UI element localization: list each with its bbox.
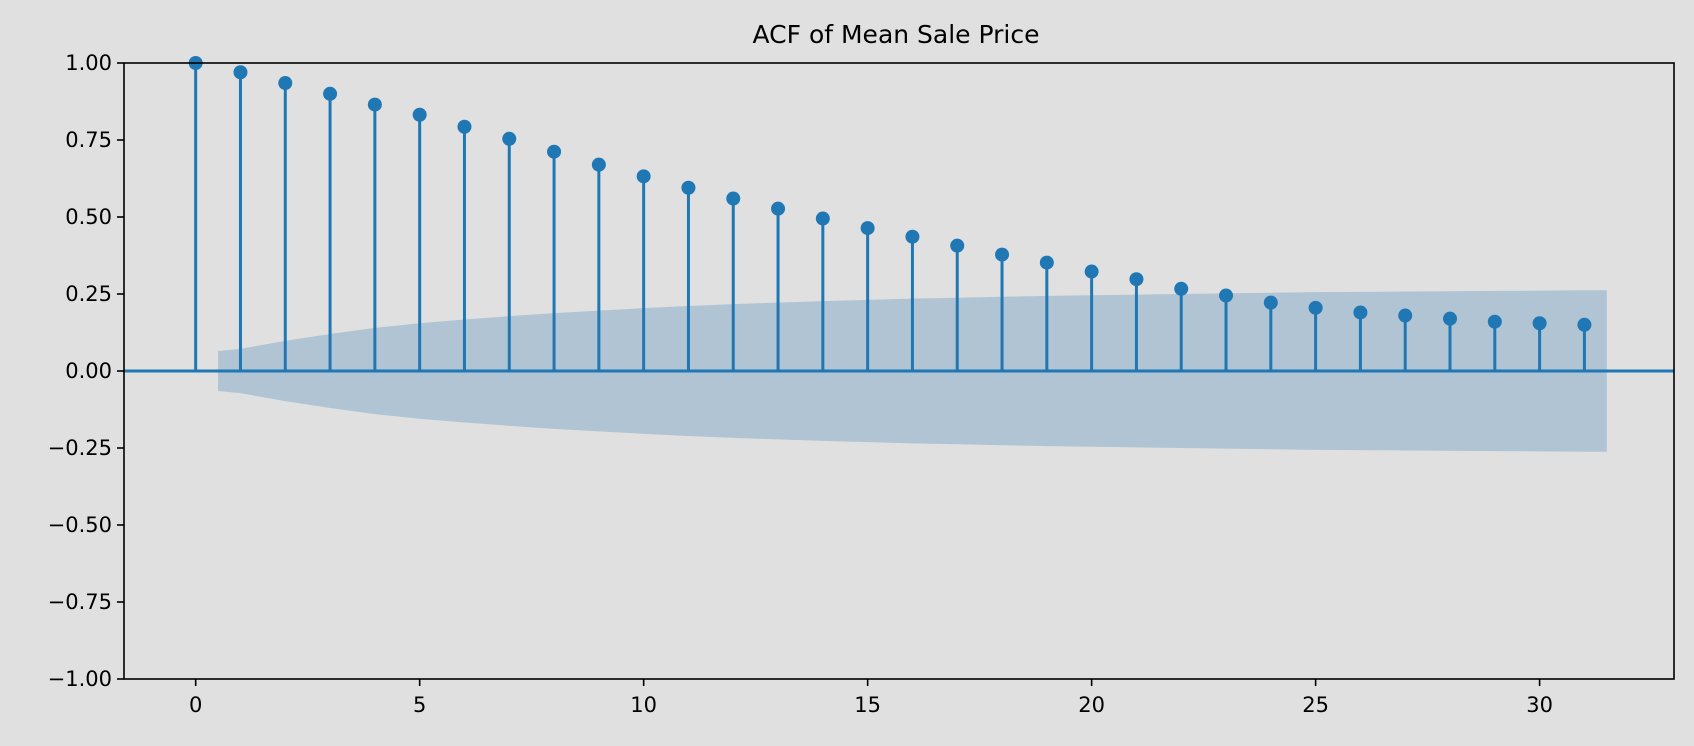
axes: 1.00 0.75 0.50 0.25 0.00 −0.25 −0.50 −0.75 −1.00… (48, 51, 1675, 717)
acf-point-lag-30 (1532, 316, 1547, 331)
acf-point-lag-26 (1353, 305, 1368, 320)
acf-point-lag-18 (995, 247, 1010, 262)
acf-point-lag-8 (547, 144, 562, 159)
y-tick-label: −0.50 (48, 513, 112, 537)
x-tick-label: 15 (854, 693, 881, 717)
acf-point-lag-17 (950, 238, 965, 253)
acf-point-lag-10 (636, 169, 651, 184)
acf-point-lag-27 (1398, 308, 1413, 323)
acf-point-lag-28 (1443, 311, 1458, 326)
y-tick-label: 0.50 (65, 205, 112, 229)
acf-point-lag-4 (367, 97, 382, 112)
acf-point-lag-7 (502, 131, 517, 146)
y-tick-label: 0.25 (65, 282, 112, 306)
x-tick-label: 5 (413, 693, 426, 717)
acf-point-lag-13 (771, 201, 786, 216)
x-tick-label: 0 (189, 693, 202, 717)
acf-point-lag-5 (412, 107, 427, 122)
x-tick-label: 25 (1302, 693, 1329, 717)
acf-point-lag-20 (1084, 264, 1099, 279)
acf-point-lag-14 (815, 211, 830, 226)
acf-point-lag-25 (1308, 300, 1323, 315)
acf-point-lag-3 (323, 86, 338, 101)
acf-point-lag-24 (1263, 295, 1278, 310)
acf-point-lag-12 (726, 191, 741, 206)
acf-point-lag-21 (1129, 272, 1144, 287)
chart-title: ACF of Mean Sale Price (753, 20, 1040, 49)
y-tick-label: 0.75 (65, 128, 112, 152)
acf-point-lag-2 (278, 76, 293, 91)
acf-point-lag-11 (681, 180, 696, 195)
acf-point-lag-16 (905, 229, 920, 244)
acf-point-lag-19 (1039, 255, 1054, 270)
acf-point-lag-22 (1174, 281, 1189, 296)
y-tick-label: 1.00 (65, 51, 112, 75)
acf-point-lag-6 (457, 119, 472, 134)
y-tick-label: 0.00 (65, 359, 112, 383)
y-tick-label: −0.25 (48, 436, 112, 460)
acf-point-lag-1 (233, 65, 248, 80)
acf-point-lag-29 (1487, 314, 1502, 329)
x-tick-label: 10 (630, 693, 657, 717)
y-tick-label: −0.75 (48, 590, 112, 614)
acf-point-lag-9 (591, 157, 606, 172)
acf-point-lag-31 (1577, 317, 1592, 332)
x-tick-label: 30 (1526, 693, 1553, 717)
stem-layer (188, 56, 1592, 371)
x-tick-label: 20 (1078, 693, 1105, 717)
acf-point-lag-23 (1219, 288, 1234, 303)
acf-point-lag-15 (860, 221, 875, 236)
y-tick-label: −1.00 (48, 667, 112, 691)
